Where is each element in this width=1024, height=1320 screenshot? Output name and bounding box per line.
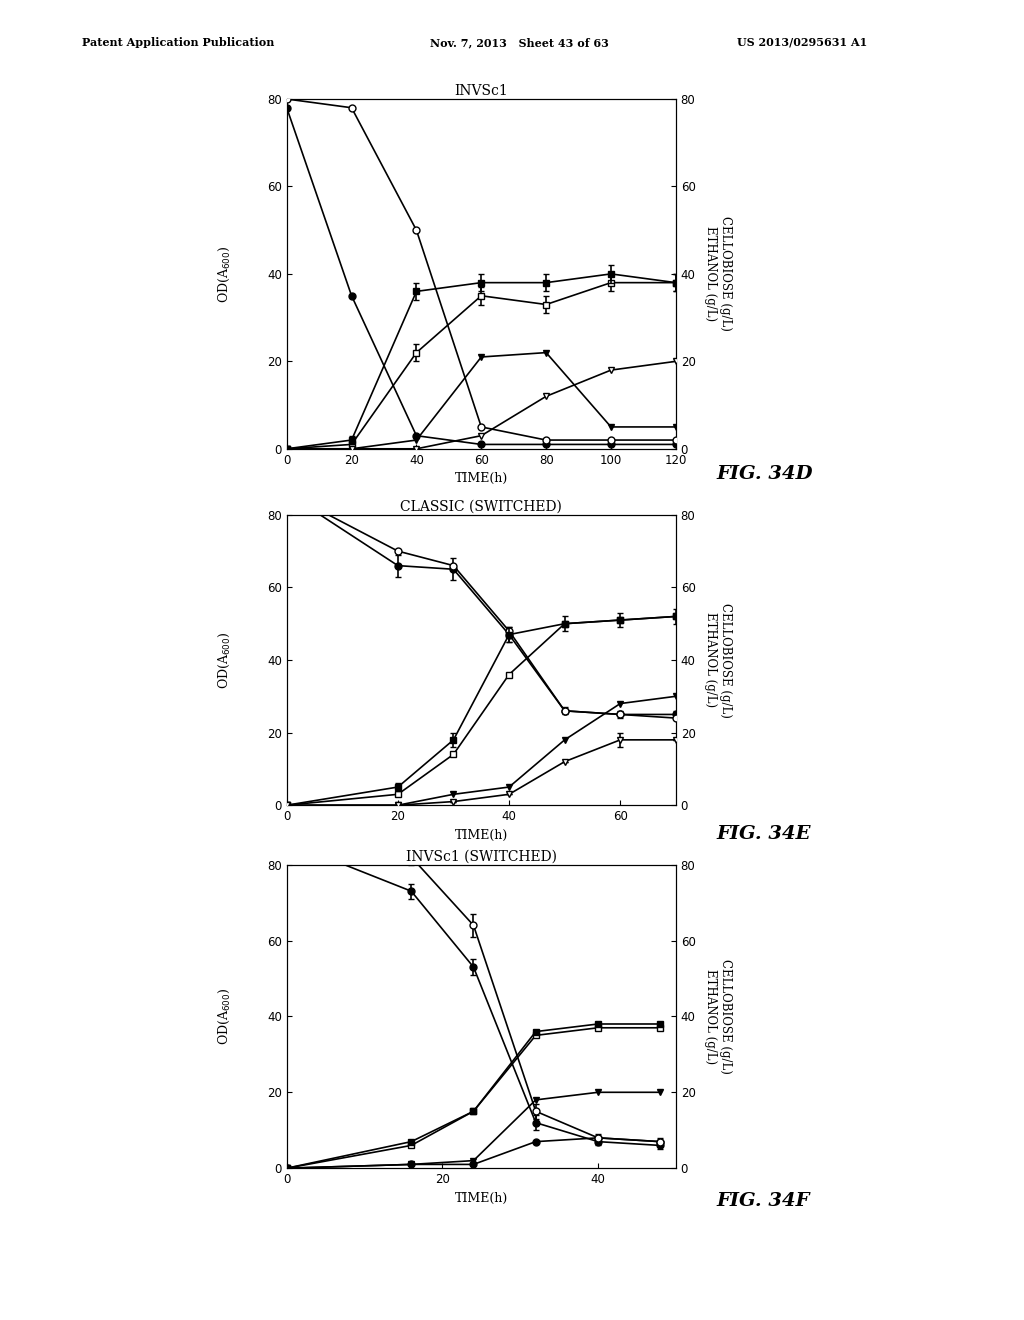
Y-axis label: CELLOBIOSE (g/L)
ETHANOL (g/L): CELLOBIOSE (g/L) ETHANOL (g/L) xyxy=(703,958,732,1074)
X-axis label: TIME(h): TIME(h) xyxy=(455,473,508,486)
X-axis label: TIME(h): TIME(h) xyxy=(455,829,508,842)
Y-axis label: CELLOBIOSE (g/L)
ETHANOL (g/L): CELLOBIOSE (g/L) ETHANOL (g/L) xyxy=(703,602,732,718)
X-axis label: TIME(h): TIME(h) xyxy=(455,1192,508,1205)
Text: OD(A$_{600}$): OD(A$_{600}$) xyxy=(217,987,232,1045)
Text: FIG. 34D: FIG. 34D xyxy=(717,465,813,483)
Title: INVSc1: INVSc1 xyxy=(455,84,508,98)
Title: INVSc1 (SWITCHED): INVSc1 (SWITCHED) xyxy=(406,850,557,863)
Text: OD(A$_{600}$): OD(A$_{600}$) xyxy=(217,631,232,689)
Title: CLASSIC (SWITCHED): CLASSIC (SWITCHED) xyxy=(400,500,562,513)
Text: FIG. 34E: FIG. 34E xyxy=(717,825,811,843)
Text: Nov. 7, 2013   Sheet 43 of 63: Nov. 7, 2013 Sheet 43 of 63 xyxy=(430,37,609,48)
Text: OD(A$_{600}$): OD(A$_{600}$) xyxy=(217,246,232,302)
Text: Patent Application Publication: Patent Application Publication xyxy=(82,37,274,48)
Text: FIG. 34F: FIG. 34F xyxy=(717,1192,810,1210)
Text: US 2013/0295631 A1: US 2013/0295631 A1 xyxy=(737,37,867,48)
Y-axis label: CELLOBIOSE (g/L)
ETHANOL (g/L): CELLOBIOSE (g/L) ETHANOL (g/L) xyxy=(703,216,732,331)
